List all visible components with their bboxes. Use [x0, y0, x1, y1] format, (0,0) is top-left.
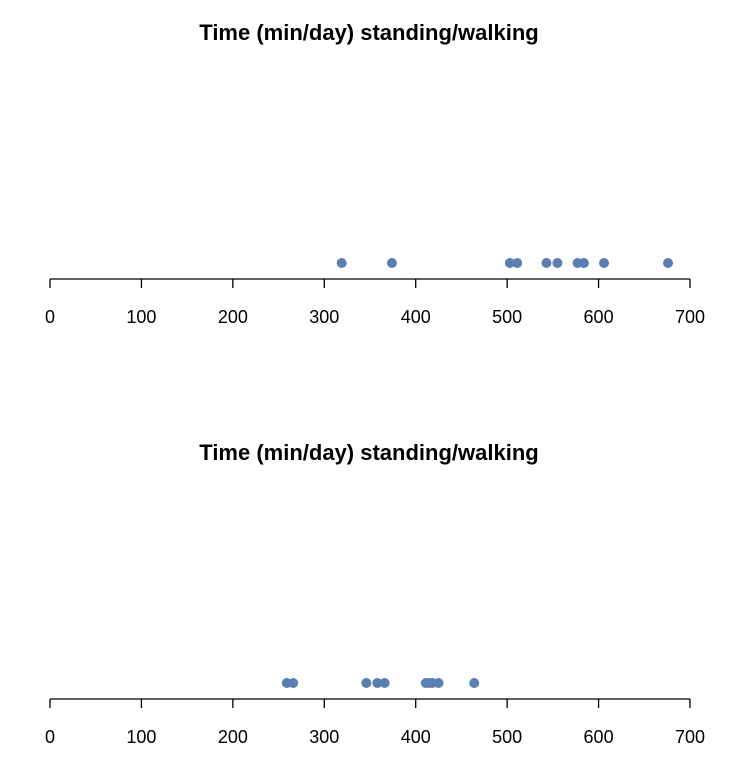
x-tick-label: 100 [126, 307, 156, 327]
x-axis-ticks: 0 100 200 300 400 500 600 700 [45, 699, 705, 747]
x-tick-label: 600 [584, 727, 614, 747]
x-tick-label: 400 [401, 307, 431, 327]
x-tick-label: 400 [401, 727, 431, 747]
x-tick-label: 700 [675, 307, 705, 327]
x-tick-label: 500 [492, 727, 522, 747]
x-axis-ticks: 0 100 200 300 400 500 600 700 [45, 279, 705, 327]
x-tick-label: 200 [218, 727, 248, 747]
data-points [336, 258, 674, 268]
data-point [288, 678, 299, 688]
data-point [433, 678, 444, 688]
x-tick-label: 600 [584, 307, 614, 327]
x-tick-label: 300 [309, 727, 339, 747]
data-point [578, 258, 589, 268]
data-point [552, 258, 563, 268]
data-point [372, 678, 383, 688]
dot-plot-panel-top: Time (min/day) standing/walking 0 100 200 3… [45, 20, 705, 327]
data-point [469, 678, 480, 688]
x-tick-label: 500 [492, 307, 522, 327]
x-tick-label: 200 [218, 307, 248, 327]
x-tick-label: 300 [309, 307, 339, 327]
x-tick-label: 700 [675, 727, 705, 747]
data-point [541, 258, 552, 268]
chart-title: Time (min/day) standing/walking [199, 20, 538, 45]
x-tick-label: 0 [45, 727, 55, 747]
x-tick-label: 100 [126, 727, 156, 747]
data-point [379, 678, 390, 688]
data-point [504, 258, 515, 268]
dot-plot-panel-bottom: Time (min/day) standing/walking 0 100 200 3… [45, 440, 705, 747]
data-point [336, 258, 347, 268]
data-points [281, 678, 480, 688]
data-point [599, 258, 610, 268]
data-point [386, 258, 397, 268]
x-tick-label: 0 [45, 307, 55, 327]
data-point [512, 258, 523, 268]
chart-title: Time (min/day) standing/walking [199, 440, 538, 465]
data-point [663, 258, 674, 268]
data-point [361, 678, 372, 688]
